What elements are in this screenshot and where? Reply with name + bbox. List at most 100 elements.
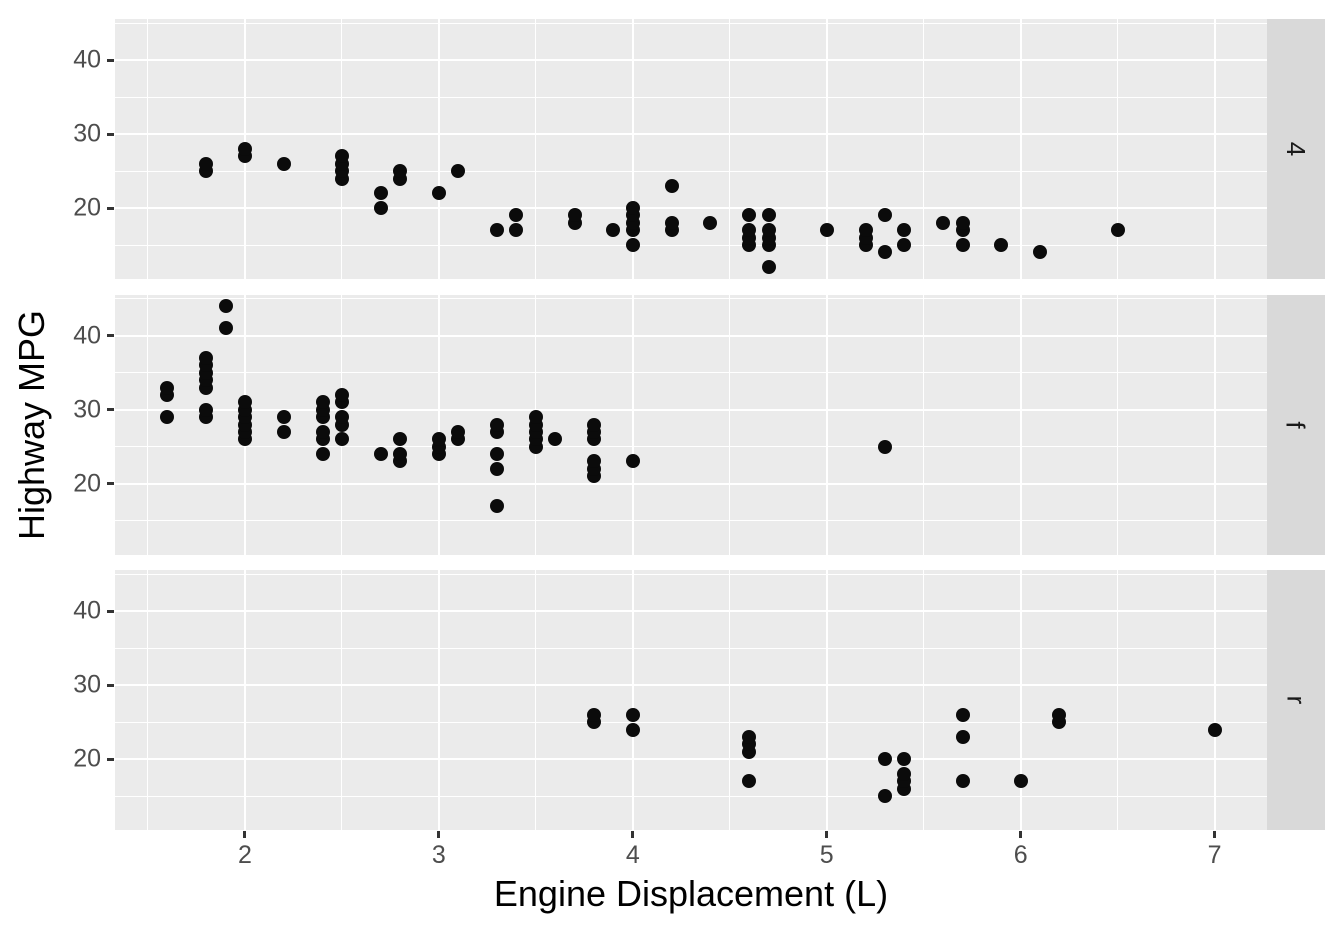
y-gridline-minor [115, 446, 1267, 448]
y-gridline-minor [115, 520, 1267, 522]
strip-label: 4 [1281, 141, 1311, 157]
data-point [625, 238, 640, 253]
y-gridline-minor [115, 298, 1267, 300]
x-gridline-minor [729, 294, 731, 555]
y-tick-label: 40 [73, 321, 101, 350]
strip-label: r [1280, 695, 1311, 705]
data-point [1207, 722, 1222, 737]
data-point [742, 774, 757, 789]
data-point [858, 223, 873, 238]
x-gridline-minor [1117, 19, 1119, 279]
x-gridline-minor [1117, 570, 1119, 830]
y-tick-mark [107, 206, 114, 210]
x-tick-label: 2 [237, 841, 252, 869]
data-point [1052, 707, 1067, 722]
x-gridline-major [1213, 19, 1216, 279]
x-tick-mark [1213, 831, 1217, 838]
y-tick-mark [107, 482, 114, 486]
facet-strip-r: r [1267, 570, 1325, 830]
data-point [897, 223, 912, 238]
data-point [315, 424, 330, 439]
x-gridline-major [631, 570, 634, 830]
x-tick-label: 3 [431, 841, 446, 869]
x-gridline-minor [535, 19, 537, 279]
data-point [509, 208, 524, 223]
y-tick-mark [107, 757, 114, 761]
y-gridline-minor [115, 372, 1267, 374]
data-point [431, 186, 446, 201]
data-point [490, 447, 505, 462]
data-point [955, 729, 970, 744]
data-point [160, 380, 175, 395]
y-gridline-minor [115, 795, 1267, 797]
y-tick-label: 30 [73, 395, 101, 424]
y-tick-mark [107, 683, 114, 687]
y-gridline-major [115, 684, 1267, 687]
data-point [761, 260, 776, 275]
data-point [703, 215, 718, 230]
data-point [877, 752, 892, 767]
data-point [1033, 245, 1048, 260]
y-gridline-minor [115, 170, 1267, 172]
data-point [373, 186, 388, 201]
data-point [548, 432, 563, 447]
x-gridline-minor [147, 19, 149, 279]
data-point [276, 410, 291, 425]
data-point [625, 707, 640, 722]
y-tick-label: 20 [73, 469, 101, 498]
x-gridline-minor [729, 19, 731, 279]
x-gridline-major [825, 570, 828, 830]
data-point [664, 215, 679, 230]
x-tick-label: 5 [819, 841, 834, 869]
data-point [528, 410, 543, 425]
x-gridline-major [631, 294, 634, 555]
facet-strip-4: 4 [1267, 19, 1325, 279]
data-point [1013, 774, 1028, 789]
y-tick-label: 20 [73, 744, 101, 773]
data-point [955, 238, 970, 253]
x-gridline-major [437, 19, 440, 279]
data-point [490, 461, 505, 476]
data-point [393, 447, 408, 462]
y-gridline-minor [115, 96, 1267, 98]
x-gridline-minor [923, 294, 925, 555]
data-point [936, 215, 951, 230]
y-tick-mark [107, 408, 114, 412]
x-tick-mark [825, 831, 829, 838]
x-gridline-major [825, 294, 828, 555]
data-point [199, 351, 214, 366]
data-point [625, 722, 640, 737]
data-point [606, 223, 621, 238]
data-point [276, 424, 291, 439]
x-gridline-minor [147, 294, 149, 555]
data-point [315, 395, 330, 410]
facet-panel-f [115, 294, 1267, 555]
data-point [761, 223, 776, 238]
data-point [199, 156, 214, 171]
y-gridline-major [115, 482, 1267, 485]
data-point [218, 321, 233, 336]
data-point [373, 201, 388, 216]
data-point [625, 201, 640, 216]
x-tick-mark [631, 831, 635, 838]
x-gridline-major [437, 570, 440, 830]
data-point [877, 208, 892, 223]
y-tick-mark [107, 609, 114, 613]
x-tick-mark [243, 831, 247, 838]
y-tick-label: 40 [73, 596, 101, 625]
facet-strip-f: f [1267, 294, 1325, 555]
x-gridline-minor [1117, 294, 1119, 555]
strip-label: f [1280, 420, 1311, 429]
y-gridline-major [115, 133, 1267, 136]
data-point [664, 178, 679, 193]
data-point [625, 454, 640, 469]
data-point [567, 208, 582, 223]
data-point [334, 410, 349, 425]
data-point [587, 707, 602, 722]
data-point [315, 447, 330, 462]
data-point [1110, 223, 1125, 238]
data-point [877, 439, 892, 454]
data-point [393, 432, 408, 447]
x-gridline-major [631, 19, 634, 279]
